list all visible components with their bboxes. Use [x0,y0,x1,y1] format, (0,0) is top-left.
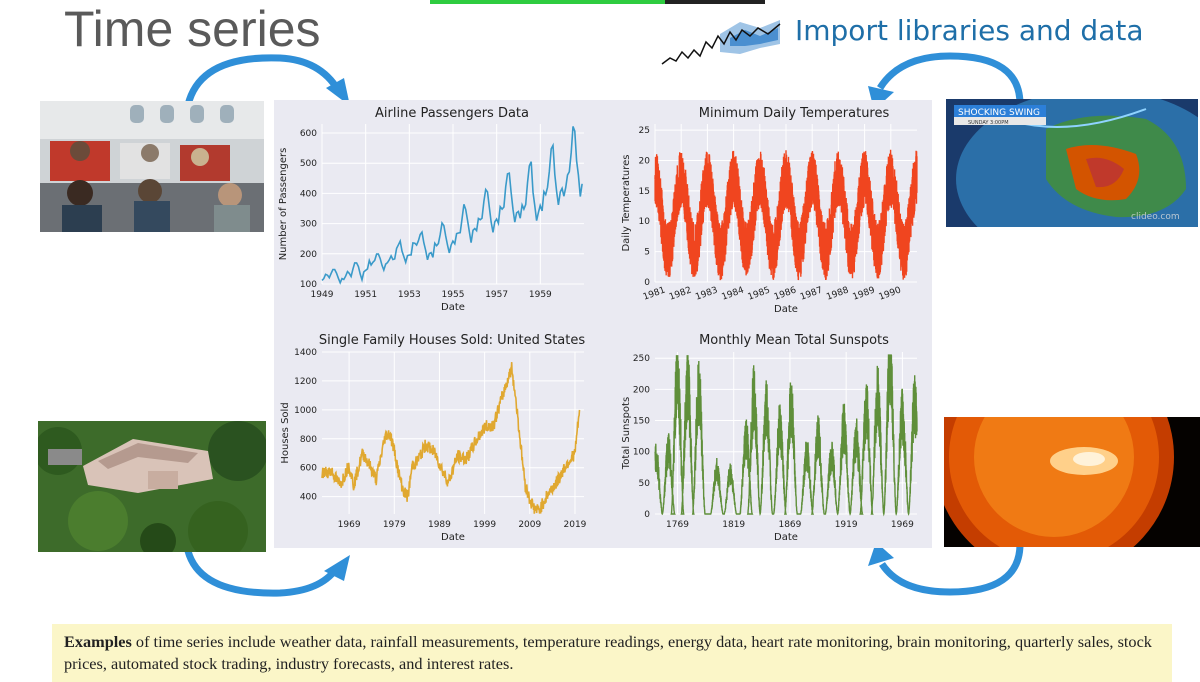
y-tick-label: 600 [300,129,317,139]
chart-title: Airline Passengers Data [375,106,529,121]
x-tick-label: 1769 [666,520,689,530]
x-tick-label: 1987 [799,286,824,303]
y-tick-label: 400 [300,189,317,199]
x-tick-label: 1984 [720,285,745,302]
y-axis-label: Number of Passengers [278,148,289,261]
watermark-label: clideo.com [1131,212,1180,222]
y-tick-label: 800 [300,435,317,445]
slide-title: Time series [64,1,321,57]
y-axis-label: Houses Sold [280,402,291,463]
x-axis-label: Date [441,302,465,313]
weather-headline: SHOCKING SWING [958,108,1040,118]
y-axis-label: Daily Temperatures [621,154,632,251]
x-tick-label: 1986 [773,285,798,302]
top-progress-bar [430,0,700,4]
y-tick-label: 20 [639,156,651,166]
x-tick-label: 1869 [778,520,801,530]
chart-houses-sold: Single Family Houses Sold: United States… [280,333,587,543]
y-tick-label: 200 [633,385,650,395]
y-tick-label: 25 [639,126,650,136]
y-tick-label: 300 [300,220,317,230]
y-tick-label: 500 [300,159,317,169]
y-tick-label: 600 [300,464,317,474]
y-axis-label: Total Sunspots [621,397,632,470]
series-line [321,362,581,514]
x-tick-label: 1819 [722,520,745,530]
x-tick-label: 1969 [891,520,914,530]
weather-subline: SUNDAY 3:00PM [968,120,1009,126]
x-tick-label: 1957 [485,290,508,300]
y-tick-label: 100 [300,280,317,290]
series-line [321,126,583,285]
y-tick-label: 10 [639,217,651,227]
y-tick-label: 400 [300,493,317,503]
y-tick-label: 150 [633,417,650,427]
x-axis-label: Date [774,304,798,315]
chart-min-daily-temperatures: Minimum Daily Temperatures 0 5 10 15 20 25 198… [621,106,918,315]
x-tick-label: 1989 [851,285,876,302]
x-tick-label: 1983 [694,286,719,303]
curved-arrow-icon [868,542,1024,596]
y-tick-label: 100 [633,448,650,458]
curved-arrow-icon [184,54,350,106]
y-tick-label: 1400 [294,348,317,358]
y-tick-label: 1000 [294,406,317,416]
chart-title: Monthly Mean Total Sunspots [699,333,889,348]
y-tick-label: 200 [300,250,317,260]
x-axis-label: Date [441,532,465,543]
x-tick-label: 1981 [642,286,667,303]
y-tick-label: 0 [644,510,650,520]
y-tick-label: 50 [639,479,651,489]
x-tick-label: 1999 [473,520,496,530]
timeseries-squiggle-icon [661,20,781,65]
x-tick-label: 1989 [428,520,451,530]
y-tick-label: 5 [644,248,650,258]
x-tick-label: 2019 [564,520,587,530]
x-tick-label: 1949 [311,290,334,300]
top-progress-bar-dark [665,0,765,4]
chart-sunspots: Monthly Mean Total Sunspots 0 50 100 150 200… [621,333,918,543]
airplane-passengers-photo [40,101,264,232]
x-tick-label: 1982 [668,286,693,303]
footer-text: of time series include weather data, rai… [64,632,1152,673]
y-tick-label: 1200 [294,377,317,387]
x-tick-label: 1959 [529,290,552,300]
x-tick-label: 1985 [747,286,772,303]
series-line [654,354,918,517]
x-tick-label: 1988 [825,285,850,302]
chart-panel: Airline Passengers Data 100 200 300 400 500 6… [274,100,932,548]
chart-title: Minimum Daily Temperatures [699,106,890,121]
series-line [654,149,918,281]
x-tick-label: 1979 [383,520,406,530]
y-tick-label: 250 [633,354,650,364]
x-axis-label: Date [774,532,798,543]
x-tick-label: 1953 [398,290,421,300]
chart-title: Single Family Houses Sold: United States [319,333,586,348]
x-tick-label: 1990 [878,285,903,302]
x-tick-label: 1969 [338,520,361,530]
curved-arrow-icon [184,549,350,597]
x-tick-label: 1919 [835,520,858,530]
x-tick-label: 1955 [442,290,465,300]
examples-footer: Examples of time series include weather … [52,624,1172,682]
x-tick-label: 1951 [354,290,377,300]
y-tick-label: 0 [644,278,650,288]
sun-photo [944,417,1200,547]
house-aerial-photo [38,421,266,552]
weather-map-photo: SHOCKING SWING SUNDAY 3:00PM clideo.com [946,99,1198,227]
footer-bold-label: Examples [64,632,132,651]
chart-airline-passengers: Airline Passengers Data 100 200 300 400 500 6… [278,106,584,313]
y-tick-label: 15 [639,187,650,197]
import-heading: Import libraries and data [795,14,1144,47]
x-tick-label: 2009 [518,520,541,530]
